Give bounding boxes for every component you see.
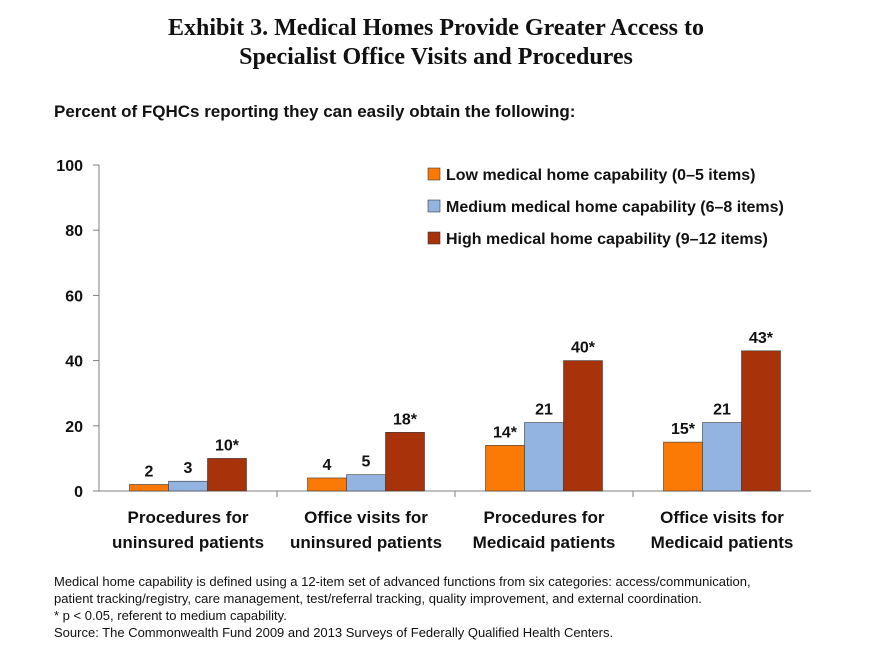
data-label: 43*: [749, 330, 774, 347]
legend-label: Low medical home capability (0–5 items): [446, 167, 755, 184]
x-category-label: Medicaid patients: [651, 533, 794, 552]
x-category-label: Procedures for: [484, 508, 605, 527]
bar-chart: 0 20 40 60 80 100 2 3 10* Procedures for uninsured…: [56, 158, 811, 552]
data-label: 40*: [571, 340, 596, 357]
bar: [563, 360, 603, 492]
bar: [168, 480, 208, 492]
bar: [524, 422, 564, 492]
chart-subtitle: Percent of FQHCs reporting they can easi…: [54, 102, 576, 121]
data-label: 4: [323, 457, 332, 474]
note-significance: * p < 0.05, referent to medium capabilit…: [54, 608, 287, 623]
bar: [663, 441, 703, 492]
data-label: 3: [184, 460, 193, 477]
y-tick-label: 60: [65, 288, 83, 305]
data-label: 18*: [393, 411, 418, 428]
data-label: 21: [713, 402, 731, 419]
bar: [702, 422, 742, 492]
data-label: 15*: [671, 421, 696, 438]
y-tick-label: 40: [65, 354, 83, 371]
chart-title: Exhibit 3. Medical Homes Provide Greater…: [0, 14, 872, 72]
data-label: 2: [145, 463, 154, 480]
legend-label: High medical home capability (9–12 items…: [446, 231, 768, 248]
data-label: 14*: [493, 424, 518, 441]
x-category-label: uninsured patients: [112, 533, 264, 552]
bar: [207, 458, 247, 492]
data-label: 21: [535, 402, 553, 419]
legend-label: Medium medical home capability (6–8 item…: [446, 199, 784, 216]
x-category-label: Procedures for: [128, 508, 249, 527]
legend-swatch: [427, 199, 441, 213]
bar: [485, 445, 525, 492]
bar: [129, 484, 169, 492]
x-category-label: Office visits for: [660, 508, 784, 527]
y-tick-label: 0: [74, 484, 83, 501]
note-definition-line-1: Medical home capability is defined using…: [54, 574, 751, 589]
data-label: 5: [362, 454, 371, 471]
x-category-label: Medicaid patients: [473, 533, 616, 552]
note-source: Source: The Commonwealth Fund 2009 and 2…: [54, 625, 614, 640]
chart-title-line-1: Exhibit 3. Medical Homes Provide Greater…: [168, 15, 704, 41]
legend-swatch: [427, 231, 441, 245]
bar: [346, 474, 386, 492]
chart-title-line-2: Specialist Office Visits and Procedures: [239, 44, 633, 70]
y-tick-label: 80: [65, 223, 83, 240]
legend-swatch: [427, 167, 441, 181]
bar: [741, 350, 781, 492]
x-category-label: Office visits for: [304, 508, 428, 527]
chart-notes: Medical home capability is defined using…: [54, 573, 751, 641]
data-label: 10*: [215, 437, 240, 454]
y-tick-label: 100: [56, 158, 83, 175]
note-definition-line-2: patient tracking/registry, care manageme…: [54, 591, 702, 606]
bar: [307, 477, 347, 492]
bar: [385, 432, 425, 492]
y-tick-label: 20: [65, 419, 83, 436]
x-category-label: uninsured patients: [290, 533, 442, 552]
